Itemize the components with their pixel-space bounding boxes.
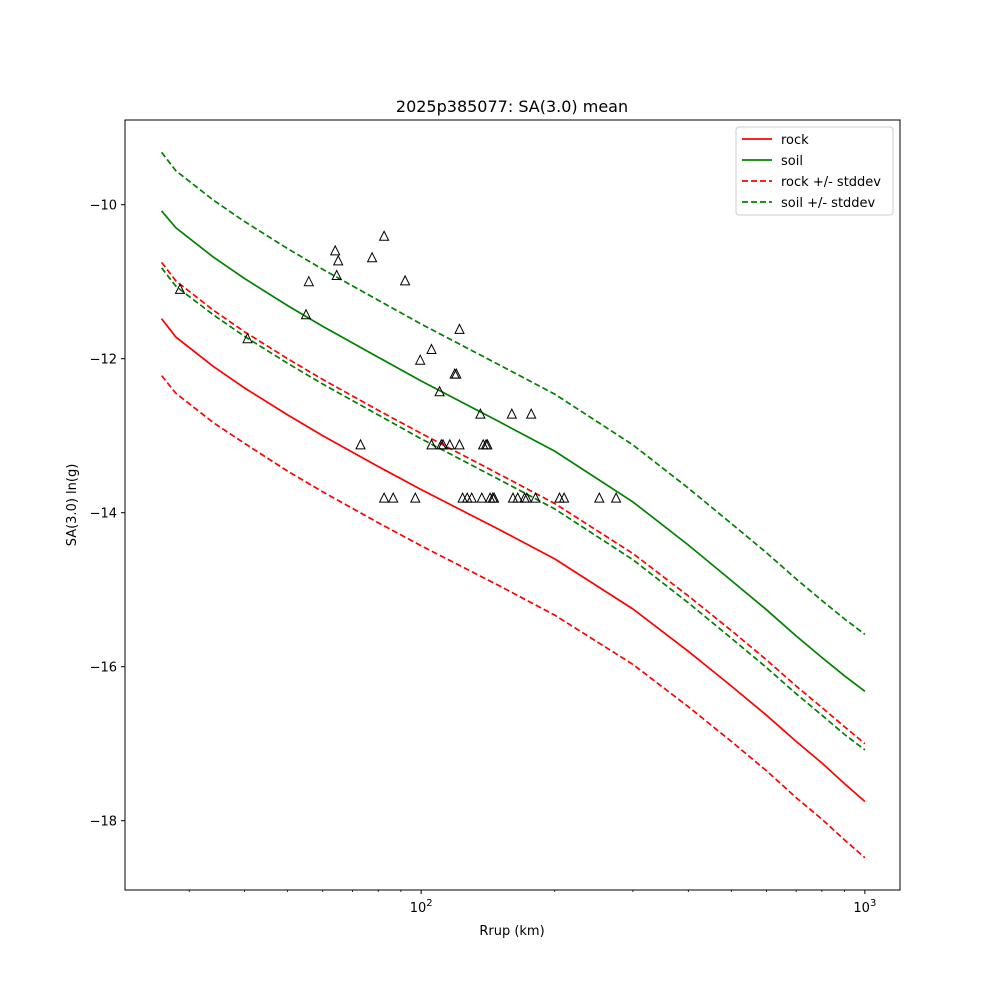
x-axis-label: Rrup (km) xyxy=(479,924,544,939)
legend-label: soil +/- stddev xyxy=(781,196,876,211)
y-tick-label: −18 xyxy=(90,815,117,830)
series-line-4 xyxy=(160,151,866,636)
observation-point xyxy=(426,343,437,354)
observation-point xyxy=(466,491,478,503)
series-line-2 xyxy=(160,261,866,745)
observation-point xyxy=(454,438,465,450)
observation-point xyxy=(355,438,366,450)
observation-point xyxy=(450,367,462,379)
chart-title: 2025p385077: SA(3.0) mean xyxy=(396,97,628,116)
y-tick-label: −16 xyxy=(90,661,117,676)
y-tick-label: −14 xyxy=(90,507,117,522)
observation-point xyxy=(434,385,445,397)
observation-point xyxy=(521,491,533,503)
observation-point xyxy=(366,251,378,263)
axes-ticks: −10 −12 −14 −16 −18 102 103 xyxy=(90,199,877,916)
legend-label: soil xyxy=(781,154,803,169)
observation-point xyxy=(512,491,524,503)
observation-point xyxy=(558,491,570,503)
observation-point xyxy=(454,323,465,334)
observation-point xyxy=(329,244,341,256)
y-axis-label: SA(3.0) ln(g) xyxy=(65,464,80,547)
observation-point xyxy=(488,491,500,503)
observation-point xyxy=(399,274,411,286)
observation-point xyxy=(414,354,426,365)
axes-frame xyxy=(124,119,901,891)
observation-point xyxy=(387,491,399,503)
legend: rock soil rock +/- stddev soil +/- stddev xyxy=(735,126,894,216)
observation-point xyxy=(300,308,312,320)
observation-point xyxy=(378,491,390,503)
series-line-1 xyxy=(160,210,866,692)
observation-point xyxy=(593,491,605,503)
observation-point xyxy=(426,438,437,450)
observation-point xyxy=(332,254,344,266)
legend-label: rock xyxy=(781,133,809,148)
observation-point xyxy=(378,230,390,241)
observation-point xyxy=(174,283,186,294)
observation-point xyxy=(530,491,541,503)
observation-point xyxy=(437,438,449,450)
legend-box xyxy=(735,126,894,216)
observation-point xyxy=(610,491,622,503)
observation-point xyxy=(482,438,493,450)
legend-label: rock +/- stddev xyxy=(781,175,881,190)
observation-point xyxy=(525,407,537,419)
observation-point xyxy=(475,407,486,419)
y-tick-label: −10 xyxy=(90,199,117,214)
x-tick-label: 102 xyxy=(410,898,433,916)
x-tick-label: 103 xyxy=(853,898,876,916)
series-line-0 xyxy=(160,318,866,803)
observation-point xyxy=(303,275,315,287)
observation-point xyxy=(409,491,421,503)
observation-point xyxy=(331,269,343,280)
observation-point xyxy=(476,491,488,503)
observation-point xyxy=(444,438,456,450)
y-tick-label: −12 xyxy=(90,353,117,368)
plot-area xyxy=(160,151,866,859)
series-line-3 xyxy=(160,375,866,859)
observation-point xyxy=(506,407,518,419)
observation-point xyxy=(242,332,253,344)
